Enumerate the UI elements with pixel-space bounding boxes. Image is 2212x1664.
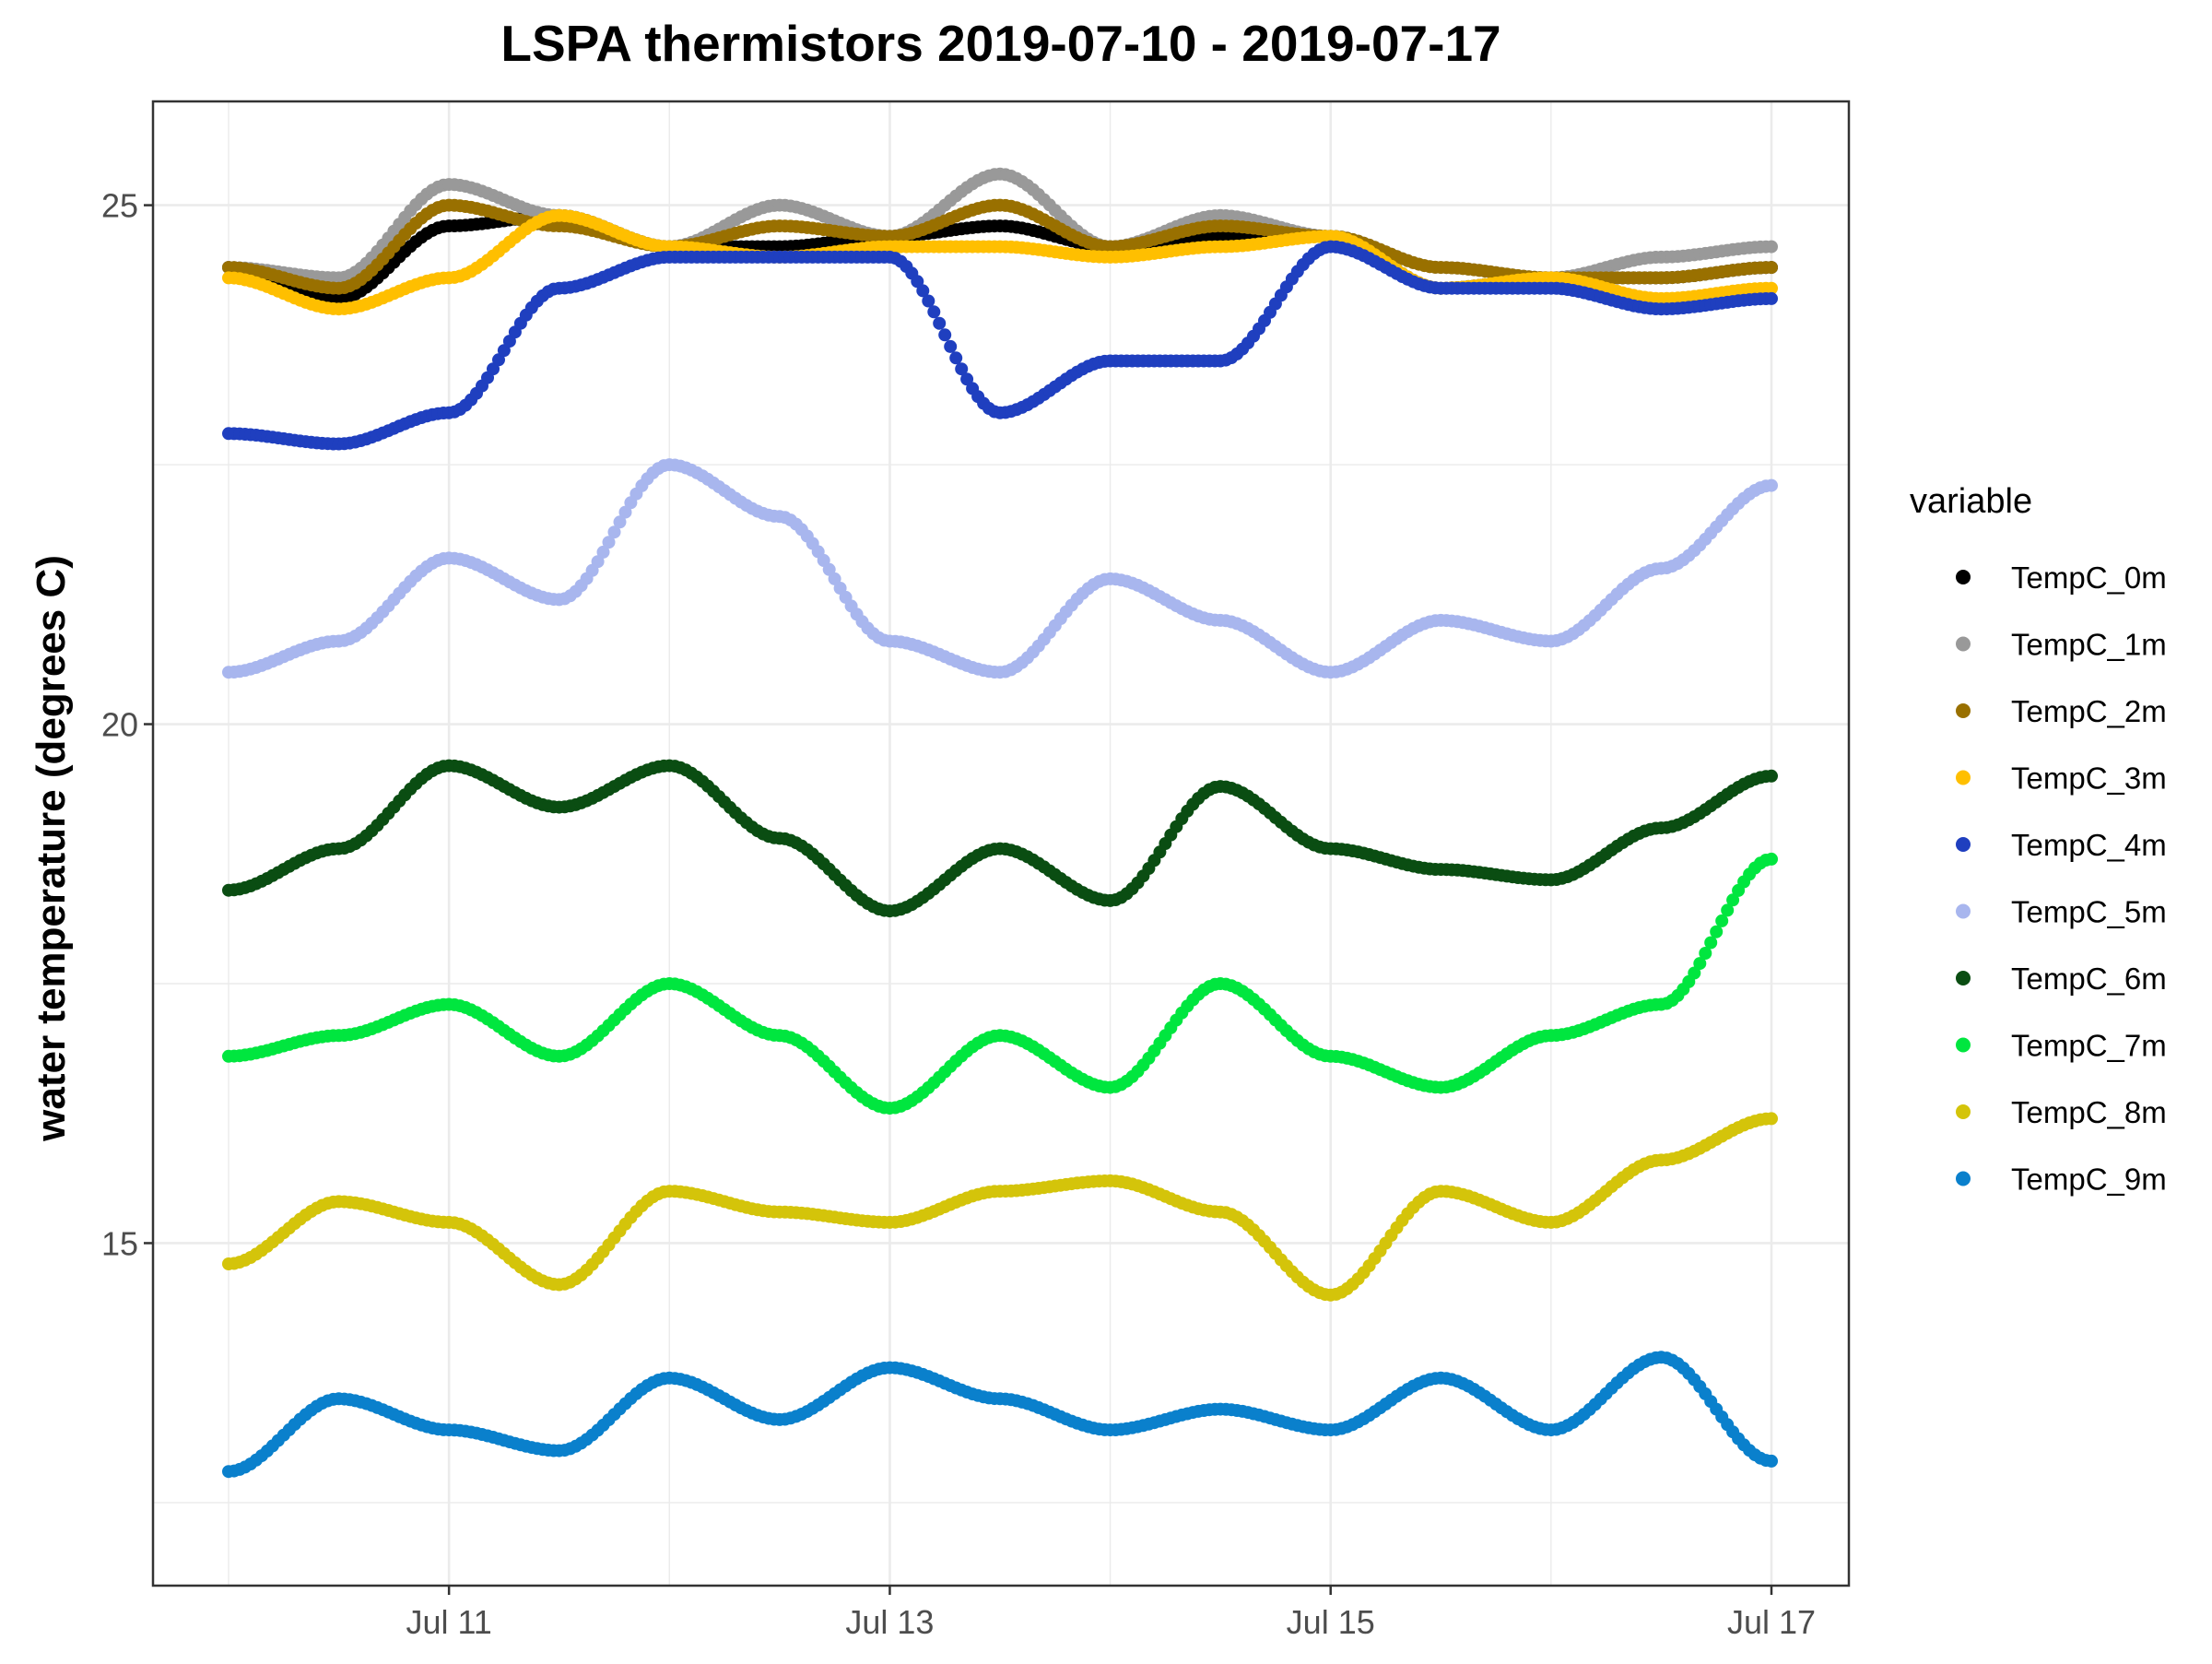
data-point <box>1765 281 1778 295</box>
data-point <box>1765 852 1778 866</box>
data-point <box>492 353 505 367</box>
data-point <box>1693 957 1707 971</box>
data-point <box>1765 1454 1778 1468</box>
legend-label: TempC_1m <box>2011 628 2167 662</box>
legend-key-TempC_4m <box>1956 837 1971 852</box>
data-point <box>916 284 930 298</box>
data-point <box>607 525 621 539</box>
data-point <box>1765 291 1778 305</box>
series-TempC_9m <box>222 1351 1778 1479</box>
y-axis-label: water temperature (degrees C) <box>29 555 74 1142</box>
data-point <box>1699 947 1712 960</box>
x-tick-label: Jul 11 <box>406 1603 491 1641</box>
data-point <box>1688 966 1701 980</box>
legend-label: TempC_3m <box>2011 761 2167 796</box>
data-point <box>933 316 947 330</box>
points-layer <box>222 167 1778 1479</box>
data-point <box>1765 261 1778 275</box>
legend-label: TempC_2m <box>2011 694 2167 728</box>
data-point <box>922 294 935 308</box>
legend-key-TempC_3m <box>1956 770 1971 785</box>
data-point <box>497 344 511 358</box>
legend-title: variable <box>1910 482 2032 521</box>
y-tick-label: 25 <box>101 187 138 225</box>
data-point <box>927 305 941 319</box>
series-TempC_8m <box>222 1112 1778 1302</box>
legend-key-TempC_8m <box>1956 1104 1971 1119</box>
x-tick-label: Jul 17 <box>1727 1603 1816 1641</box>
legend-key-TempC_7m <box>1956 1037 1971 1053</box>
data-point <box>1721 903 1735 917</box>
data-point <box>1715 914 1729 927</box>
data-point <box>960 372 974 386</box>
data-point <box>955 362 969 376</box>
legend-key-TempC_5m <box>1956 903 1971 919</box>
legend-key-TempC_0m <box>1956 570 1971 584</box>
data-point <box>1710 925 1724 938</box>
data-point <box>938 328 952 342</box>
legend-label: TempC_4m <box>2011 828 2167 862</box>
data-point <box>1765 478 1778 492</box>
legend-key-TempC_2m <box>1956 703 1971 718</box>
data-point <box>1765 769 1778 783</box>
data-point <box>1704 936 1718 950</box>
series-TempC_5m <box>222 458 1778 679</box>
x-tick-label: Jul 15 <box>1287 1603 1375 1641</box>
data-point <box>602 536 616 549</box>
data-point <box>944 339 958 353</box>
data-point <box>911 275 924 289</box>
y-tick-label: 20 <box>101 706 138 744</box>
legend-label: TempC_5m <box>2011 895 2167 929</box>
legend-label: TempC_7m <box>2011 1029 2167 1063</box>
data-point <box>828 572 841 585</box>
legend-key-TempC_9m <box>1956 1171 1971 1186</box>
legend-label: TempC_8m <box>2011 1095 2167 1129</box>
data-point <box>1765 240 1778 254</box>
data-point <box>596 545 610 559</box>
legend-label: TempC_9m <box>2011 1162 2167 1197</box>
y-axis: 15 20 25 <box>101 187 153 1262</box>
data-point <box>591 555 605 569</box>
series-TempC_4m <box>222 240 1778 451</box>
y-tick-label: 15 <box>101 1224 138 1262</box>
legend-label: TempC_0m <box>2011 561 2167 595</box>
legend-key-TempC_1m <box>1956 636 1971 652</box>
x-tick-label: Jul 13 <box>845 1603 934 1641</box>
legend-key-TempC_6m <box>1956 971 1971 985</box>
data-point <box>1765 1112 1778 1126</box>
data-point <box>1726 893 1740 907</box>
series-TempC_6m <box>222 759 1778 918</box>
series-TempC_7m <box>222 852 1778 1115</box>
data-point <box>618 505 632 519</box>
data-point <box>949 351 963 365</box>
data-point <box>613 515 627 529</box>
legend: variable TempC_0m TempC_1m TempC_2m TempC_3… <box>1910 482 2167 1197</box>
legend-label: TempC_6m <box>2011 962 2167 996</box>
plot-border <box>151 100 1851 1587</box>
x-axis: Jul 11 Jul 13 Jul 15 Jul 17 <box>406 1586 1816 1641</box>
data-point <box>822 562 836 576</box>
chart-title: LSPA thermistors 2019-07-10 - 2019-07-17 <box>500 15 1500 72</box>
